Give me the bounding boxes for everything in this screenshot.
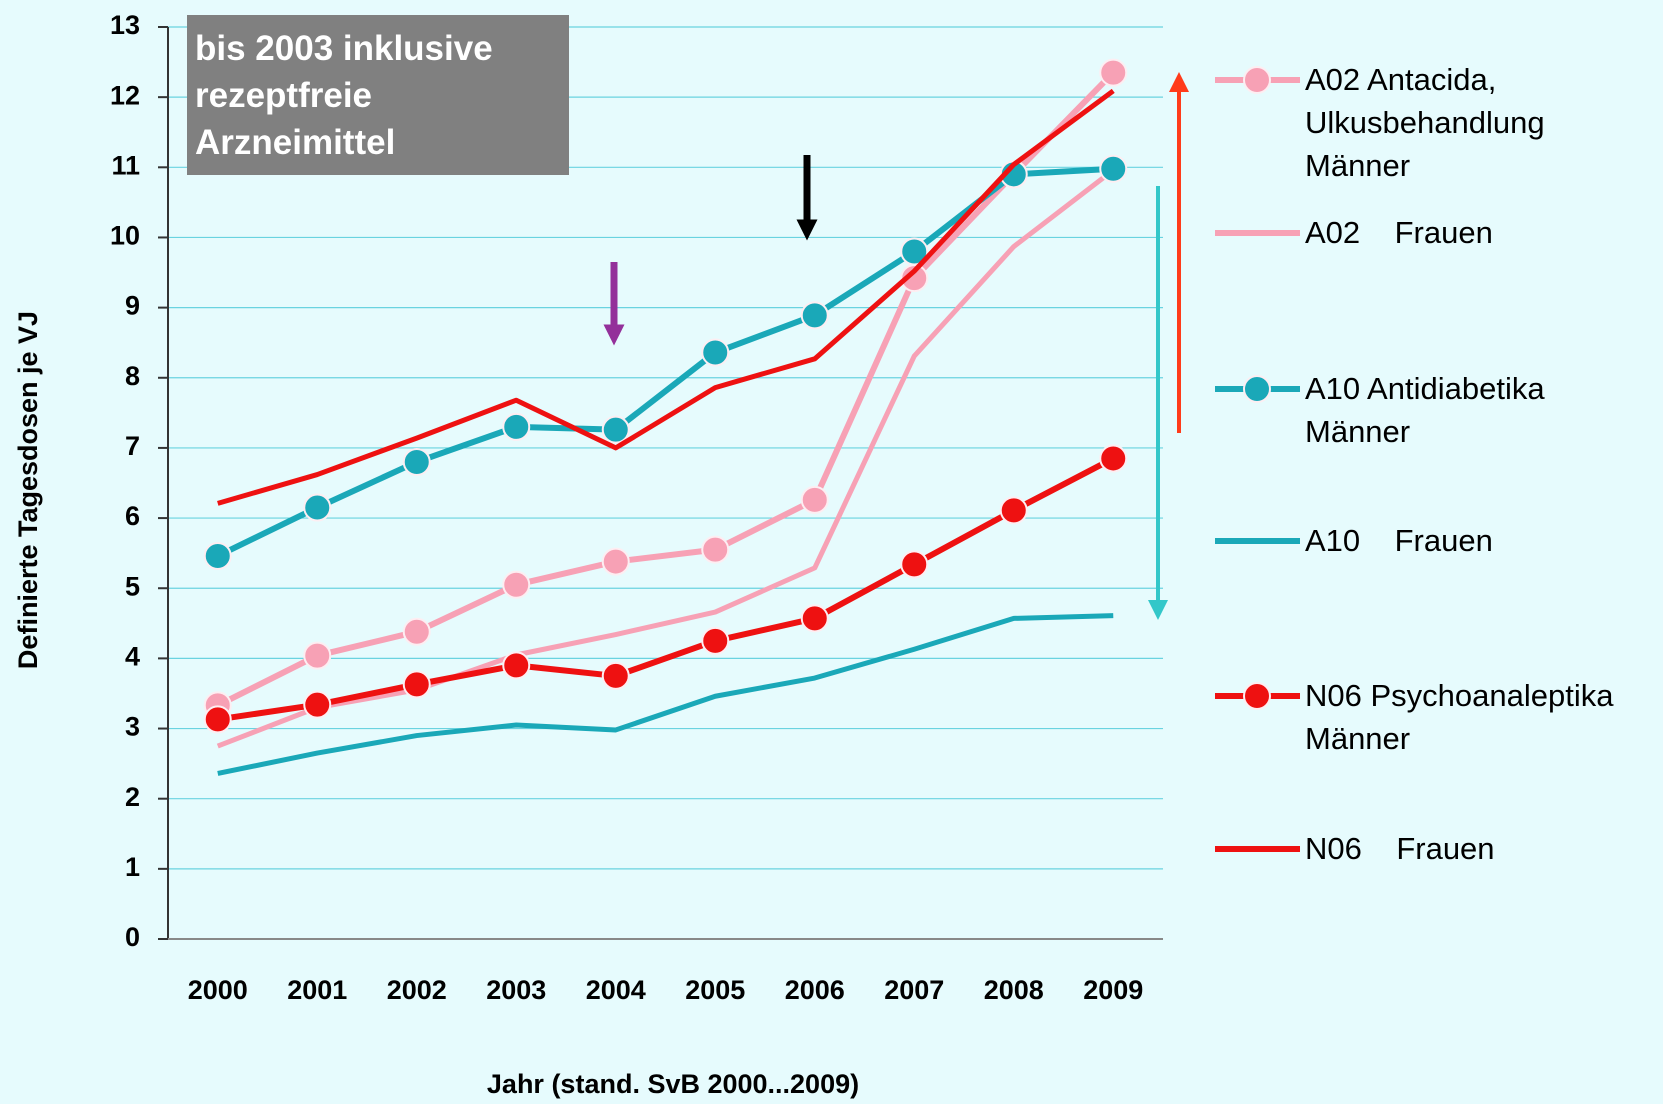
x-tick-label: 2006 xyxy=(785,975,845,1005)
legend-label: A10 Antidiabetika Männer xyxy=(1305,371,1545,449)
series-line xyxy=(216,165,1114,559)
y-tick-label: 3 xyxy=(125,712,140,742)
x-tick-label: 2002 xyxy=(387,975,447,1005)
point xyxy=(900,237,929,266)
point xyxy=(502,651,531,680)
point xyxy=(800,485,829,514)
y-tick-label: 5 xyxy=(125,571,140,601)
x-tick-label: 2003 xyxy=(486,975,546,1005)
x-axis-title: Jahr (stand. SvB 2000...2009) xyxy=(487,1069,859,1099)
point xyxy=(999,496,1028,525)
point xyxy=(303,641,332,670)
y-tick-label: 11 xyxy=(111,150,140,180)
x-tick-label: 2007 xyxy=(884,975,944,1005)
y-tick-label: 8 xyxy=(125,361,140,391)
point xyxy=(601,415,630,444)
series-line xyxy=(216,70,1116,709)
y-tick-label: 13 xyxy=(110,10,140,40)
point xyxy=(800,301,829,330)
y-tick-label: 4 xyxy=(125,642,140,672)
x-tick-label: 2000 xyxy=(188,975,248,1005)
annotation: bis 2003 inklusive rezeptfreie Arzneimit… xyxy=(187,15,569,175)
point xyxy=(800,604,829,633)
legend-label: A10 Frauen xyxy=(1305,523,1493,558)
point xyxy=(701,535,730,564)
x-tick-label: 2004 xyxy=(586,975,646,1005)
legend-marker xyxy=(1243,66,1271,94)
point xyxy=(402,617,431,646)
y-tick-label: 2 xyxy=(125,782,140,812)
y-tick-label: 9 xyxy=(125,291,140,321)
point xyxy=(701,626,730,655)
point xyxy=(701,338,730,367)
y-axis-title: Definierte Tagesdosen je VJ xyxy=(13,311,43,669)
y-tick-label: 10 xyxy=(110,221,140,251)
y-tick-label: 6 xyxy=(125,501,140,531)
legend-marker xyxy=(1243,375,1271,403)
point xyxy=(601,547,630,576)
y-tick-label: 1 xyxy=(125,852,140,882)
point xyxy=(402,447,431,476)
x-tick-label: 2001 xyxy=(287,975,347,1005)
x-tick-label: 2009 xyxy=(1083,975,1143,1005)
series-line xyxy=(217,455,1115,723)
point xyxy=(1099,154,1128,183)
series-line xyxy=(216,168,1115,749)
series-line xyxy=(217,613,1114,776)
y-tick-label: 12 xyxy=(110,80,140,110)
legend-label: A02 Frauen xyxy=(1305,215,1493,250)
x-tick-label: 2008 xyxy=(984,975,1044,1005)
point xyxy=(203,541,232,570)
y-tick-label: 0 xyxy=(125,922,140,952)
point xyxy=(900,550,929,579)
point xyxy=(303,690,332,719)
point xyxy=(601,661,630,690)
x-tick-label: 2005 xyxy=(685,975,745,1005)
point xyxy=(203,705,232,734)
legend-marker xyxy=(1243,682,1271,710)
series-line xyxy=(217,88,1115,506)
point xyxy=(402,670,431,699)
legend-label: A02 Antacida, Ulkusbehandlung Männer xyxy=(1305,62,1545,183)
legend-label: N06 Psychoanaleptika Männer xyxy=(1305,678,1614,756)
point xyxy=(502,570,531,599)
point xyxy=(303,493,332,522)
y-tick-label: 7 xyxy=(125,431,140,461)
legend-label: N06 Frauen xyxy=(1305,831,1495,866)
point xyxy=(502,412,531,441)
point xyxy=(1099,58,1128,87)
point xyxy=(1099,444,1128,473)
